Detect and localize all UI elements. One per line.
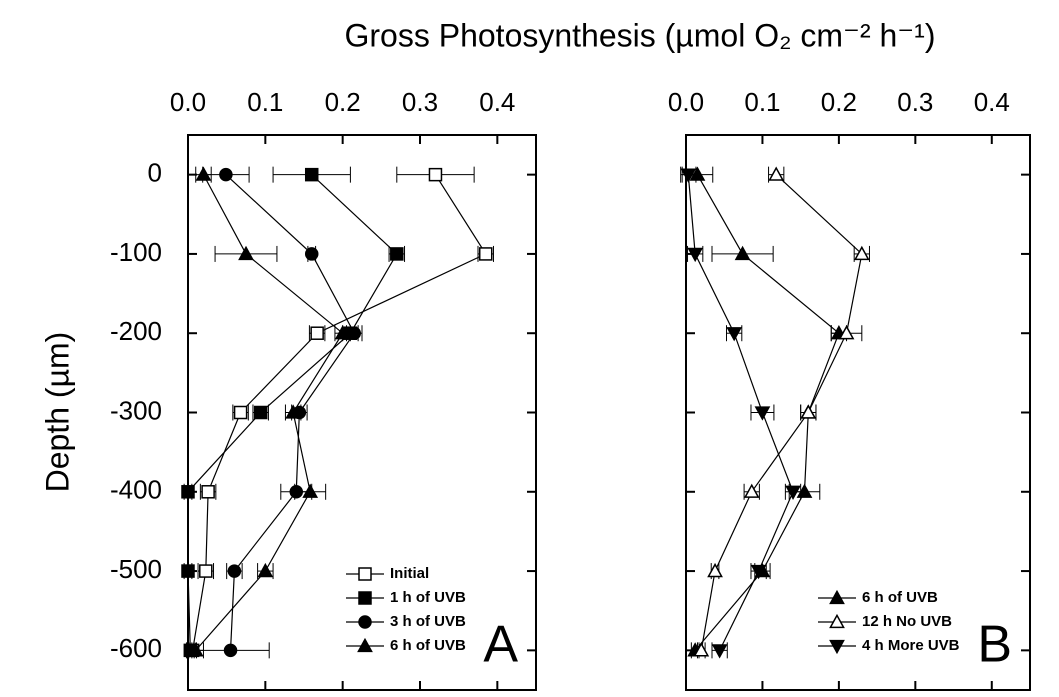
y-tick-label: -600 <box>110 633 162 663</box>
data-point <box>390 247 404 261</box>
data-point <box>734 245 751 261</box>
legend-label: 3 h of UVB <box>390 613 466 630</box>
panel-label: A <box>483 616 518 674</box>
data-point <box>689 166 706 181</box>
data-point <box>302 483 319 498</box>
series-line <box>687 174 794 651</box>
data-point <box>726 327 743 342</box>
data-point <box>181 564 195 578</box>
data-point <box>693 642 710 657</box>
data-point <box>687 247 704 263</box>
x-tick-label: 0.0 <box>170 87 206 117</box>
x-tick-label: 0.2 <box>821 87 857 117</box>
data-point <box>223 643 238 658</box>
data-point <box>785 485 801 500</box>
legend-label: Initial <box>390 565 429 582</box>
legend-label: 6 h of UVB <box>862 589 938 606</box>
data-point <box>478 247 493 261</box>
legend-marker <box>829 639 845 655</box>
data-point <box>754 406 771 421</box>
data-point <box>428 167 443 182</box>
panel-label: B <box>977 616 1012 674</box>
legend-label: 1 h of UVB <box>390 589 466 606</box>
y-tick-label: -100 <box>110 237 162 267</box>
y-tick-label: -500 <box>110 554 162 584</box>
data-point <box>257 562 274 578</box>
data-point <box>199 564 213 578</box>
data-point <box>187 642 204 657</box>
legend-label: 12 h No UVB <box>862 613 952 630</box>
data-point <box>227 564 242 578</box>
data-point <box>238 245 254 261</box>
data-point <box>233 405 248 420</box>
plot-frame <box>685 134 1031 691</box>
legend-marker <box>829 613 845 629</box>
data-point <box>334 325 351 340</box>
data-point <box>711 644 728 659</box>
series-line <box>195 174 344 651</box>
legend-marker <box>358 615 372 629</box>
data-point <box>680 168 697 183</box>
data-point <box>796 483 813 498</box>
x-tick-label: 0.3 <box>402 87 438 117</box>
x-tick-label: 0.0 <box>668 87 704 117</box>
chart-title: Gross Photosynthesis (µmol O₂ cm⁻² h⁻¹) <box>345 17 936 53</box>
data-point <box>304 247 319 261</box>
series-line <box>700 174 863 651</box>
data-point <box>750 564 767 580</box>
legend-marker <box>358 591 372 605</box>
legend-marker <box>358 567 372 581</box>
x-tick-label: 0.4 <box>479 87 515 117</box>
data-point <box>800 404 817 419</box>
data-point <box>853 245 870 261</box>
y-tick-label: -400 <box>110 475 162 505</box>
x-tick-label: 0.2 <box>325 87 361 117</box>
y-tick-label: 0 <box>148 158 162 188</box>
y-axis-label: Depth (µm) <box>39 332 75 493</box>
data-point <box>707 562 723 578</box>
data-point <box>285 404 302 419</box>
x-tick-label: 0.1 <box>247 87 283 117</box>
x-tick-label: 0.3 <box>897 87 933 117</box>
data-point <box>201 485 215 499</box>
data-point <box>838 325 855 340</box>
legend-label: 6 h of UVB <box>390 637 466 654</box>
legend-marker <box>357 637 373 653</box>
data-point <box>253 405 268 420</box>
y-tick-label: -300 <box>110 395 162 425</box>
y-tick-label: -200 <box>110 316 162 346</box>
data-point <box>304 167 319 182</box>
legend-label: 4 h More UVB <box>862 637 960 654</box>
legend-marker <box>829 589 845 605</box>
data-point <box>181 485 195 499</box>
x-tick-label: 0.1 <box>744 87 780 117</box>
data-point <box>768 166 785 181</box>
data-point <box>310 326 324 340</box>
data-point <box>195 166 212 181</box>
data-point <box>219 167 233 182</box>
data-point <box>743 483 760 498</box>
x-tick-label: 0.4 <box>974 87 1010 117</box>
